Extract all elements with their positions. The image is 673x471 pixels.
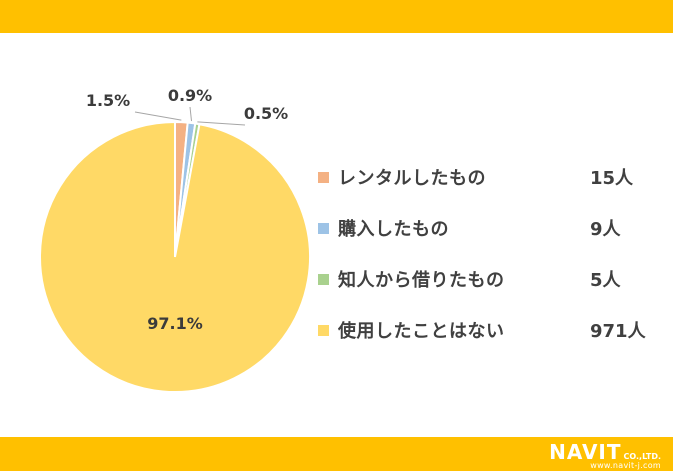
leader-line-rental	[134, 111, 182, 121]
legend-swatch	[318, 273, 329, 285]
leader-lines	[134, 106, 246, 126]
legend-count: 971人	[590, 321, 646, 342]
legend-label: 知人から借りたもの	[338, 270, 505, 291]
leader-line-borrowed	[197, 121, 246, 126]
logo-name: NAVIT	[549, 440, 622, 464]
data-labels: 1.5% 0.9% 0.5% 97.1%	[86, 86, 288, 333]
logo-suffix: CO.,LTD.	[623, 452, 661, 461]
legend-swatch	[318, 324, 329, 336]
top-band	[0, 0, 673, 33]
legend-label: レンタルしたもの	[338, 168, 486, 189]
legend-label: 使用したことはない	[338, 321, 505, 342]
legend-label: 購入したもの	[338, 219, 449, 240]
legend-count: 15人	[590, 168, 634, 189]
leader-line-purchase	[189, 106, 192, 122]
pie-slices	[39, 120, 311, 393]
legend-item-purchase: 購入したもの 9人	[318, 213, 621, 243]
legend-item-rental: レンタルしたもの 15人	[318, 162, 633, 192]
legend-item-never-used: 使用したことはない 971人	[318, 315, 646, 345]
company-logo: NAVIT CO.,LTD. www.navit-j.com	[549, 440, 661, 470]
pie-slice-never-used	[39, 120, 311, 393]
data-label-never-used: 97.1%	[147, 314, 203, 333]
legend-count: 5人	[590, 270, 621, 291]
logo-url: www.navit-j.com	[590, 461, 661, 470]
legend-count: 9人	[590, 219, 621, 240]
data-label-borrowed: 0.5%	[244, 104, 288, 123]
bottom-band	[0, 437, 673, 471]
legend-item-borrowed: 知人から借りたもの 5人	[318, 264, 621, 294]
data-label-purchase: 0.9%	[168, 86, 212, 105]
pie-chart: 1.5% 0.9% 0.5% 97.1%	[39, 86, 311, 393]
data-label-rental: 1.5%	[86, 91, 130, 110]
legend-swatch	[318, 222, 329, 234]
legend-swatch	[318, 171, 329, 183]
